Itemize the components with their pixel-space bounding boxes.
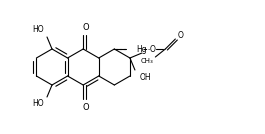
Text: O: O xyxy=(177,31,183,40)
Text: O: O xyxy=(83,23,90,31)
Text: O: O xyxy=(149,44,155,53)
Text: HO: HO xyxy=(32,25,44,34)
Text: O: O xyxy=(83,103,90,111)
Text: OH: OH xyxy=(140,74,152,83)
Text: HO: HO xyxy=(32,100,44,109)
Text: CH₃: CH₃ xyxy=(141,58,154,64)
Text: Hg: Hg xyxy=(136,44,147,53)
